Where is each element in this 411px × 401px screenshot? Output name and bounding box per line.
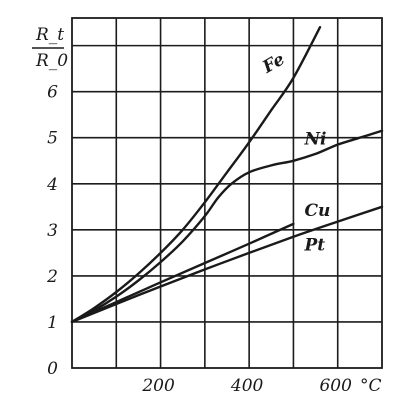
y-tick-label: 3: [47, 221, 58, 241]
y-tick-label: 2: [46, 267, 58, 287]
series-label-pt: Pt: [304, 236, 326, 256]
series-line-ni: [70, 129, 384, 324]
y-axis-title-denominator: R_0: [35, 51, 68, 71]
y-tick-label: 1: [47, 313, 58, 333]
y-tick-label: 4: [46, 175, 58, 195]
series-line-cu: [70, 222, 295, 324]
series-label-cu: Cu: [305, 201, 331, 221]
plot-frame: [71, 17, 383, 369]
x-tick-label: 200: [141, 376, 175, 396]
grid: [71, 17, 383, 369]
x-tick-label: 400: [230, 376, 264, 396]
y-tick-label: 0: [47, 359, 58, 379]
y-tick-label: 6: [47, 83, 58, 103]
labels: 0 1 2 3 4 5 6 200 400 600 Fe Ni Cu Pt: [46, 49, 352, 396]
curves: [70, 26, 384, 324]
x-tick-label: 600: [319, 376, 352, 396]
y-axis-title-numerator: R_t: [35, 25, 64, 45]
y-tick-label: 5: [47, 129, 58, 149]
series-label-ni: Ni: [304, 130, 327, 150]
y-axis-title: R_t R_0: [32, 25, 68, 71]
series-line-fe: [70, 26, 322, 324]
series-label-fe: Fe: [258, 49, 288, 78]
series-line-pt: [70, 205, 384, 324]
x-axis-unit: °C: [360, 376, 382, 396]
